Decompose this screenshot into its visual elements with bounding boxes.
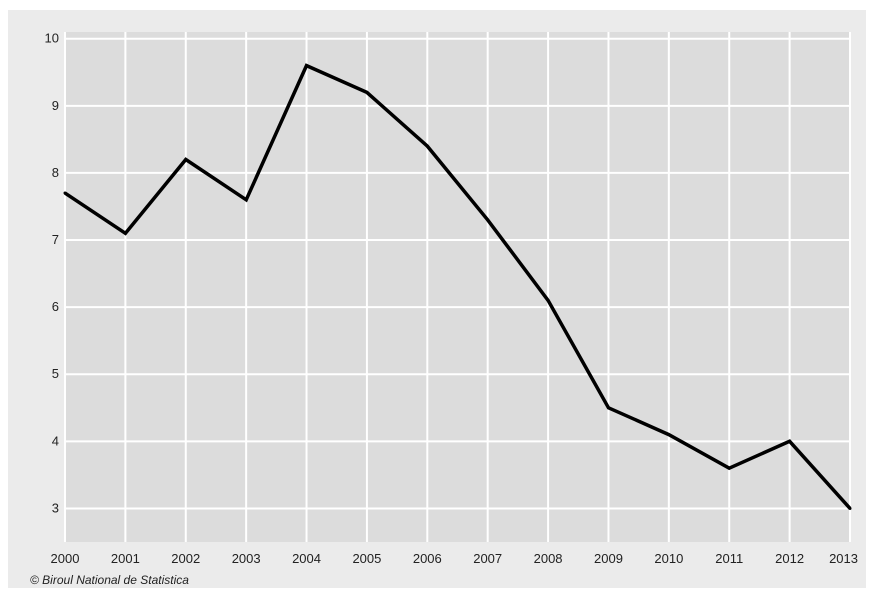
y-tick-label: 10 [45,31,59,46]
x-tick-label: 2007 [473,551,502,566]
data-point [305,64,309,68]
data-point [848,506,852,510]
x-tick-label: 2004 [292,551,321,566]
y-axis-tick-labels: 3 4 5 6 7 8 9 10 [45,31,59,516]
y-tick-label: 6 [52,299,59,314]
y-tick-label: 7 [52,232,59,247]
series-line [64,63,852,510]
data-point [667,433,671,437]
x-axis-tick-labels: 2000 2001 2002 2003 2004 2005 2006 2007 2008 2009… [51,551,858,566]
x-tick-label: 2009 [594,551,623,566]
x-tick-label: 2011 [715,551,743,566]
x-tick-label: 2002 [171,551,200,566]
y-tick-label: 4 [52,433,59,448]
series-layer [63,63,852,510]
data-point [727,466,731,470]
source-credit: © Biroul National de Statistica [30,573,189,587]
y-tick-label: 3 [52,500,59,515]
x-tick-label: 2010 [654,551,683,566]
x-tick-label: 2008 [534,551,563,566]
x-tick-label: 2013 [829,551,858,566]
x-tick-label: 2000 [51,551,80,566]
plot-area [65,32,850,542]
data-point [425,144,429,148]
x-tick-label: 2005 [352,551,381,566]
data-point [486,218,490,222]
data-point [63,191,67,195]
data-point [365,90,369,94]
data-point [788,439,792,443]
y-tick-label: 5 [52,366,59,381]
x-tick-label: 2003 [232,551,261,566]
data-point [244,198,248,202]
data-point [546,298,550,302]
x-tick-label: 2012 [775,551,804,566]
data-point [184,158,188,161]
y-tick-label: 9 [52,98,59,113]
data-point [123,231,127,235]
grid-lines [64,32,851,542]
chart-container: 3 4 5 6 7 8 9 10 2000 2001 2002 2003 2004 2005 2006 20… [8,10,866,588]
x-tick-label: 2006 [413,551,442,566]
x-tick-label: 2001 [111,551,140,566]
y-tick-label: 8 [52,165,59,180]
data-point [606,406,610,410]
